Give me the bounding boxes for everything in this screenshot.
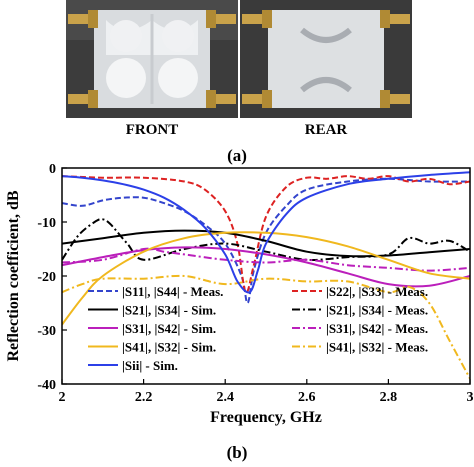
x-tick-label-5: 3 [467,390,474,405]
series-line-2 [62,229,470,258]
x-axis-label: Frequency, GHz [210,409,322,426]
legend-label-6: |S41|, |S32| - Sim. [122,340,216,355]
series-line-7 [62,274,470,380]
axis-layer: 2 2.2 2.4 2.6 2.8 3 0 -10 -20 -30 -40 Frequency, GH… [5,162,474,426]
panel-label-b: (b) [226,443,248,462]
x-tick-label-1: 2.2 [135,390,153,405]
series-line-0 [62,177,470,305]
x-tick-label-4: 2.8 [380,390,398,405]
front-caption: FRONT [125,122,179,138]
legend-label-3: |S21|, |S34| - Meas. [326,303,428,318]
legend-label-0: |S11|, |S44| - Meas. [122,284,223,299]
legend-label-1: |S22|, |S33| - Meas. [326,284,428,299]
x-tick-label-3: 2.6 [298,390,316,405]
photo-panel [66,0,412,118]
rear-photo [240,0,412,118]
x-tick-label-0: 2 [59,390,66,405]
y-axis-label: Reflection coefficient, dB [5,190,22,361]
legend-label-4: |S31|, |S42| - Sim. [122,321,216,336]
series-line-1 [62,175,470,294]
y-tick-label-2: -20 [37,270,56,285]
series-line-5 [62,247,470,272]
series-line-8 [62,171,470,294]
legend-label-7: |S41|, |S32| - Meas. [326,340,428,355]
panel-label-a: (a) [227,146,247,165]
y-tick-label-3: -30 [37,324,56,339]
legend-label-2: |S21|, |S34| - Sim. [122,303,216,318]
y-tick-label-1: -10 [37,216,56,231]
legend-label-5: |S31|, |S42| - Meas. [326,321,428,336]
y-tick-label-4: -40 [37,378,56,393]
reflection-chart: 2 2.2 2.4 2.6 2.8 3 0 -10 -20 -30 -40 Frequency, GH… [5,162,474,426]
y-tick-label-0: 0 [49,162,56,177]
legend-label-8: |Sii| - Sim. [122,358,178,373]
series-layer [62,171,470,380]
series-line-6 [62,231,470,326]
legend: |S11|, |S44| - Meas. |S21|, |S34| - Sim. |… [88,284,428,373]
x-tick-label-2: 2.4 [216,390,234,405]
front-photo [66,0,238,118]
rear-caption: REAR [304,122,348,138]
